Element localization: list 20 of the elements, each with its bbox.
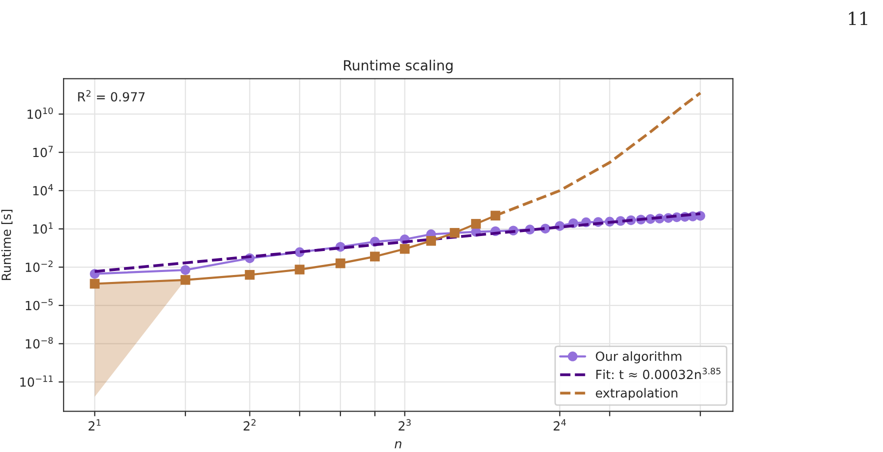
- legend-label: Fit: t ≈ 0.00032n$^{3.85}$: [596, 368, 720, 380]
- y-axis-title: Runtime [s]: [1, 210, 12, 280]
- annotation: R$^{2}$ = 0.977: [78, 90, 145, 102]
- x-axis-title: n: [394, 441, 402, 448]
- y-tick-label: 10$^{−8}$: [26, 337, 53, 349]
- y-tick-label: 10$^{10}$: [28, 107, 53, 119]
- legend-label: extrapolation: [596, 388, 678, 400]
- x-tick-label: 2$^{2}$: [244, 419, 256, 430]
- y-tick-label: 10$^{−2}$: [26, 260, 53, 272]
- x-tick-label: 2$^{1}$: [88, 419, 101, 430]
- chart-title: Runtime scaling: [344, 60, 453, 74]
- y-tick-label: 10$^{1}$: [33, 222, 53, 234]
- legend-label: Our algorithm: [596, 351, 682, 364]
- y-tick-label: 10$^{−5}$: [26, 298, 53, 310]
- text: 11: [848, 12, 868, 26]
- x-tick-label: 2$^{4}$: [554, 419, 566, 430]
- y-tick-label: 10$^{−11}$: [20, 375, 53, 387]
- y-tick-label: 10$^{4}$: [33, 184, 53, 196]
- x-tick-label: 2$^{3}$: [398, 419, 411, 430]
- y-tick-label: 10$^{7}$: [33, 146, 53, 158]
